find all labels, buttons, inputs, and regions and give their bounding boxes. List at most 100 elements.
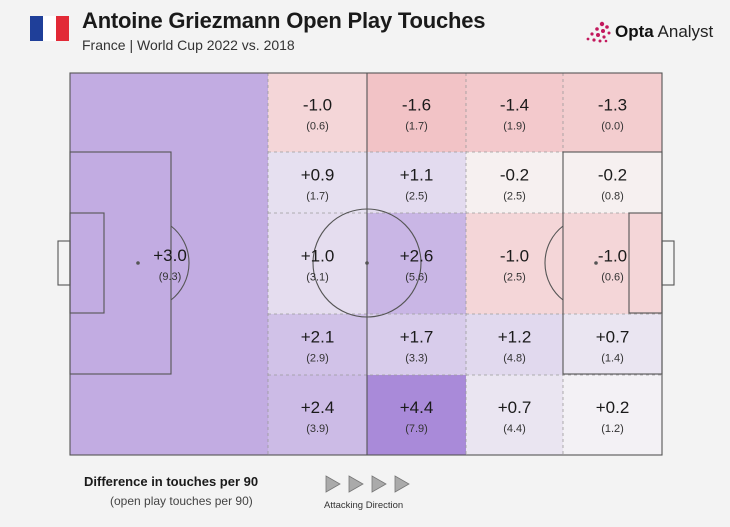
zone-col2-row5 bbox=[367, 375, 466, 455]
brand-name: Opta Analyst bbox=[615, 22, 713, 42]
zone-diff-label: -1.0 bbox=[500, 247, 529, 266]
arrow-2-icon bbox=[348, 475, 364, 493]
brand-name-rest: Analyst bbox=[653, 22, 714, 41]
header: Antoine Griezmann Open Play Touches Fran… bbox=[0, 0, 730, 64]
zone-value-label: (2.9) bbox=[306, 353, 329, 365]
right-penalty-spot bbox=[594, 261, 598, 265]
zone-col4-row5 bbox=[563, 375, 662, 455]
france-flag-icon bbox=[30, 16, 69, 41]
zone-col3-row2 bbox=[466, 152, 563, 213]
zone-col1-row2 bbox=[268, 152, 367, 213]
zone-value-label: (0.6) bbox=[601, 272, 624, 284]
zone-value-label: (7.9) bbox=[405, 423, 428, 435]
attacking-direction-arrows-icon bbox=[325, 475, 410, 493]
brand-dot bbox=[607, 31, 611, 35]
zone-value-label: (1.7) bbox=[306, 191, 329, 203]
legend-subtitle: (open play touches per 90) bbox=[110, 494, 253, 508]
zone-diff-label: +2.4 bbox=[301, 398, 335, 417]
zone-col3-row1 bbox=[466, 73, 563, 152]
zone-diff-label: -1.0 bbox=[598, 247, 627, 266]
brand-dot bbox=[596, 33, 600, 37]
zone-value-label: (4.4) bbox=[503, 423, 526, 435]
legend-title: Difference in touches per 90 bbox=[84, 474, 259, 489]
page-title: Antoine Griezmann Open Play Touches bbox=[82, 8, 486, 33]
zone-diff-label: -0.2 bbox=[500, 166, 529, 185]
brand-dot bbox=[595, 27, 599, 31]
zone-value-label: (1.7) bbox=[405, 121, 428, 133]
zone-diff-label: -1.3 bbox=[598, 96, 627, 115]
zone-defensive-third bbox=[70, 73, 268, 455]
zone-col2-row2 bbox=[367, 152, 466, 213]
attacking-direction-label: Attacking Direction bbox=[324, 500, 404, 511]
zone-diff-label: +1.1 bbox=[400, 166, 434, 185]
centre-spot bbox=[365, 261, 369, 265]
zone-value-label: (1.2) bbox=[601, 423, 624, 435]
zone-col4-row2 bbox=[563, 152, 662, 213]
right-penalty-arc bbox=[544, 225, 564, 301]
left-penalty-arc bbox=[170, 225, 190, 301]
zone-col4-row1 bbox=[563, 73, 662, 152]
zone-col4-row3 bbox=[563, 213, 662, 314]
brand-dot bbox=[586, 37, 590, 41]
zone-value-label: (1.9) bbox=[503, 121, 526, 133]
arrow-1-icon bbox=[325, 475, 341, 493]
zone-diff-label: +1.7 bbox=[400, 328, 434, 347]
zone-col2-row4 bbox=[367, 314, 466, 375]
zone-col4-row4 bbox=[563, 314, 662, 375]
zone-col1-row3 bbox=[268, 213, 367, 314]
zone-value-label: (9.3) bbox=[159, 271, 182, 283]
zone-value-label: (3.3) bbox=[405, 353, 428, 365]
zone-diff-label: +1.2 bbox=[498, 328, 532, 347]
zone-diff-label: +0.9 bbox=[301, 166, 335, 185]
zone-diff-label: -1.6 bbox=[402, 96, 431, 115]
arrow-4-icon bbox=[394, 475, 410, 493]
zone-value-label: (3.9) bbox=[306, 423, 329, 435]
brand-dot bbox=[598, 39, 602, 43]
opta-mark-icon bbox=[586, 21, 611, 43]
arrow-3-icon bbox=[371, 475, 387, 493]
right-goal bbox=[661, 240, 675, 286]
zone-col3-row3 bbox=[466, 213, 563, 314]
centre-circle bbox=[312, 208, 422, 318]
zone-value-label: (3.1) bbox=[306, 272, 329, 284]
zone-col1-row4 bbox=[268, 314, 367, 375]
zone-value-label: (5.6) bbox=[405, 272, 428, 284]
zone-diff-label: +3.0 bbox=[153, 246, 187, 265]
flag-stripe-blue bbox=[30, 16, 43, 41]
brand-dot bbox=[592, 38, 596, 42]
brand-dot bbox=[601, 29, 605, 33]
brand-dot bbox=[605, 25, 609, 29]
zone-value-label: (2.5) bbox=[503, 191, 526, 203]
zone-diff-label: +2.1 bbox=[301, 328, 335, 347]
left-goal bbox=[57, 240, 71, 286]
zone-diff-label: +0.7 bbox=[498, 398, 532, 417]
zone-value-label: (2.5) bbox=[503, 272, 526, 284]
zone-diff-label: -1.0 bbox=[303, 96, 332, 115]
zone-col2-row3 bbox=[367, 213, 466, 314]
zone-diff-label: +0.7 bbox=[596, 328, 630, 347]
page-subtitle: France | World Cup 2022 vs. 2018 bbox=[82, 37, 295, 53]
brand-dot bbox=[590, 32, 594, 36]
zone-col2-row1 bbox=[367, 73, 466, 152]
zone-col1-row5 bbox=[268, 375, 367, 455]
zone-diff-label: +1.0 bbox=[301, 247, 335, 266]
zone-col1-row1 bbox=[268, 73, 367, 152]
flag-stripe-white bbox=[43, 16, 56, 41]
brand-dot bbox=[602, 35, 606, 39]
zone-col3-row5 bbox=[466, 375, 563, 455]
zone-value-label: (2.5) bbox=[405, 191, 428, 203]
zone-value-label: (1.4) bbox=[601, 353, 624, 365]
zone-diff-label: +0.2 bbox=[596, 398, 630, 417]
brand-dot bbox=[599, 21, 605, 27]
zone-diff-label: -0.2 bbox=[598, 166, 627, 185]
brand-name-bold: Opta bbox=[615, 22, 654, 41]
brand-dot bbox=[604, 39, 608, 43]
zone-col3-row4 bbox=[466, 314, 563, 375]
brand-logo: Opta Analyst bbox=[584, 20, 713, 44]
zone-diff-label: +4.4 bbox=[400, 398, 434, 417]
zone-value-label: (4.8) bbox=[503, 353, 526, 365]
left-penalty-spot bbox=[136, 261, 140, 265]
flag-stripe-red bbox=[56, 16, 69, 41]
zone-value-label: (0.8) bbox=[601, 191, 624, 203]
